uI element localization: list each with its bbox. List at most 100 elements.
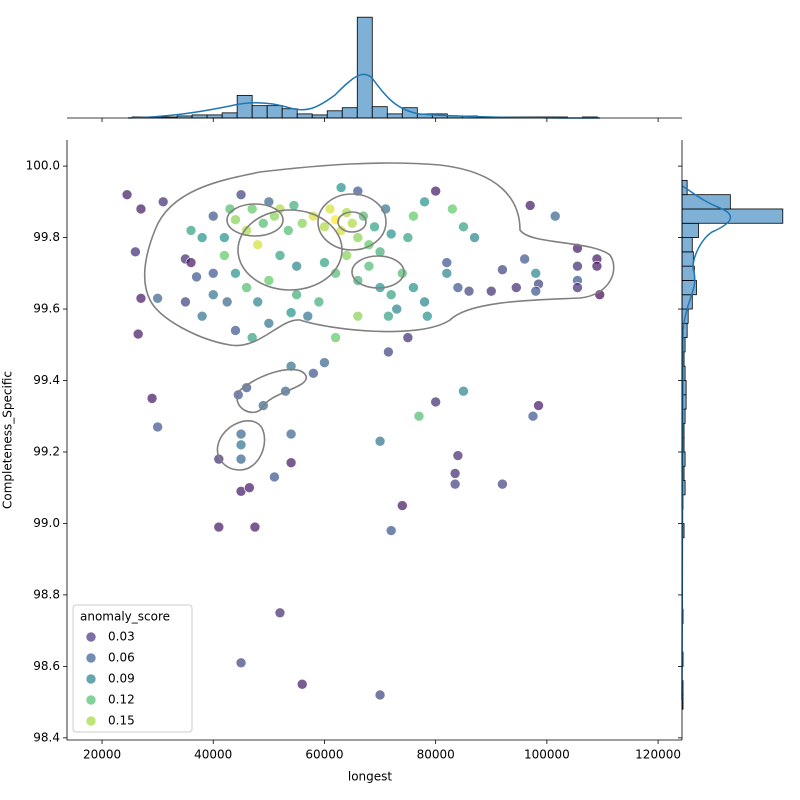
scatter-point [252, 239, 264, 251]
scatter-point [391, 303, 403, 315]
scatter-point [291, 260, 302, 272]
scatter-point [458, 385, 469, 397]
scatter-point [130, 246, 141, 258]
scatter-point [374, 246, 386, 258]
histogram-bar [296, 113, 313, 119]
scatter-point [402, 332, 414, 343]
legend-marker [85, 631, 97, 643]
histogram-bar [206, 114, 223, 119]
legend-title: anomaly_score [80, 610, 170, 624]
histogram-bar [326, 110, 343, 119]
scatter-point [157, 196, 169, 208]
scatter-point [408, 210, 419, 222]
legend-marker [85, 652, 97, 664]
histogram-bar [311, 114, 328, 119]
scatter-point [402, 232, 414, 243]
histogram-bar [681, 208, 784, 224]
scatter-point [510, 282, 522, 293]
scatter-point [422, 310, 433, 322]
histogram-bar [371, 106, 388, 119]
scatter-point [132, 328, 144, 340]
scatter-point [385, 228, 397, 240]
y-tick-label: 98.8 [33, 587, 60, 601]
scatter-point [352, 232, 364, 243]
scatter-point [135, 293, 147, 304]
scatter-point [291, 289, 302, 301]
scatter-point [241, 282, 252, 293]
scatter-point [185, 257, 197, 268]
scatter-point [246, 203, 258, 215]
scatter-point [180, 296, 191, 308]
kde-contour [317, 193, 387, 251]
scatter-point [152, 293, 163, 304]
histogram-bar [681, 251, 694, 267]
scatter-point [369, 221, 380, 233]
scatter-point [374, 689, 386, 701]
histogram-bar [221, 112, 238, 119]
y-axis-label: Completeness_Specific [1, 371, 15, 509]
legend-box [72, 604, 193, 733]
scatter-point [319, 357, 330, 368]
scatter-point [497, 478, 508, 490]
scatter-point [288, 200, 300, 211]
scatter-point [383, 310, 394, 322]
scatter-point [497, 264, 508, 276]
scatter-point [527, 410, 539, 422]
scatter-point [572, 260, 583, 272]
histogram-bar [681, 222, 699, 238]
scatter-point [213, 521, 225, 533]
scatter-point [232, 389, 244, 401]
legend-marker [85, 694, 97, 706]
histogram-bar [191, 114, 208, 119]
scatter-point [313, 296, 325, 308]
scatter-point [530, 285, 542, 297]
scatter-point [463, 285, 475, 297]
x-axis-label: longest [348, 770, 393, 784]
scatter-point [447, 203, 458, 215]
histogram-bar [251, 105, 268, 119]
scatter-point [274, 250, 286, 261]
scatter-point [296, 217, 308, 229]
scatter-point [441, 257, 453, 268]
y-tick-label: 100.0 [26, 159, 60, 173]
y-tick-label: 99.6 [33, 302, 60, 316]
scatter-point [241, 382, 252, 393]
scatter-point [146, 393, 158, 404]
scatter-point [385, 289, 397, 301]
scatter-point [249, 521, 261, 533]
scatter-point [135, 203, 147, 215]
histogram-bar [386, 113, 403, 119]
kde-contour [337, 211, 367, 233]
x-tick-label: 80000 [417, 748, 455, 762]
scatter-point [549, 210, 561, 222]
scatter-point [302, 310, 314, 322]
scatter-point [385, 525, 397, 536]
scatter-point [430, 185, 441, 197]
scatter-point [449, 468, 461, 479]
legend-marker [85, 715, 97, 727]
scatter-point [341, 250, 352, 261]
scatter-point [235, 189, 247, 200]
y-tick-label: 99.4 [33, 373, 60, 387]
scatter-point [230, 214, 241, 225]
scatter-point [591, 260, 603, 272]
scatter-point [283, 225, 294, 236]
scatter-point [324, 203, 336, 215]
scatter-point [235, 657, 247, 669]
scatter-point [383, 346, 394, 358]
scatter-point [572, 282, 583, 293]
y-tick-label: 99.2 [33, 444, 60, 458]
histogram-bar [356, 16, 373, 119]
y-tick-label: 98.6 [33, 659, 60, 673]
scatter-point [419, 196, 430, 208]
scatter-point [352, 310, 364, 322]
scatter-point [397, 500, 408, 511]
scatter-point [252, 296, 264, 308]
scatter-point [257, 217, 269, 229]
scatter-point [121, 189, 133, 200]
y-tick-label: 99.8 [33, 230, 60, 244]
scatter-point [207, 267, 219, 279]
scatter-point [449, 478, 461, 490]
scatter-point [524, 200, 536, 211]
scatter-point [419, 296, 430, 308]
